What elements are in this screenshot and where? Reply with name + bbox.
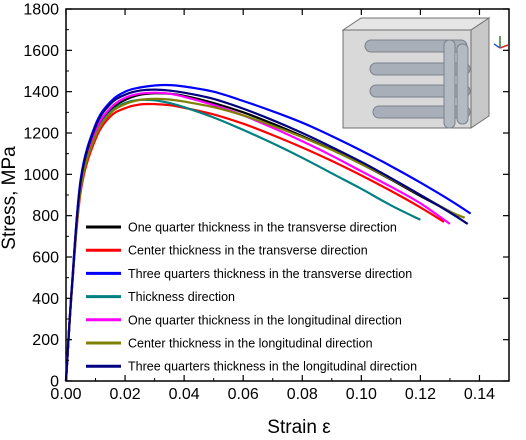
legend-label-3: Three quarters thickness in the transver… xyxy=(128,267,412,281)
y-tick-label: 800 xyxy=(32,208,59,225)
legend-label-5: One quarter thickness in the longitudina… xyxy=(128,313,402,327)
x-tick-label: 0.14 xyxy=(464,386,495,403)
x-tick-label: 0.08 xyxy=(287,386,318,403)
legend-label-6: Center thickness in the longitudinal dir… xyxy=(128,337,373,351)
legend-label-7: Three quarters thickness in the longitud… xyxy=(128,360,417,374)
y-tick-label: 1000 xyxy=(23,167,59,184)
y-tick-label: 1200 xyxy=(23,126,59,143)
x-tick-label: 0.06 xyxy=(228,386,259,403)
y-tick-label: 0 xyxy=(50,374,59,391)
y-tick-label: 1800 xyxy=(23,2,59,19)
legend: One quarter thickness in the transverse … xyxy=(86,221,417,374)
series-line-7 xyxy=(64,88,469,382)
x-tick-label: 0.00 xyxy=(50,386,81,403)
x-tick-label: 0.02 xyxy=(109,386,140,403)
y-tick-label: 1400 xyxy=(23,84,59,101)
inset-block-top-face xyxy=(341,17,491,31)
y-tick-label: 200 xyxy=(32,332,59,349)
series-line-5 xyxy=(64,91,451,382)
legend-label-4: Thickness direction xyxy=(128,290,235,304)
y-axis-title: Stress, MPa xyxy=(0,146,20,250)
x-tick-label: 0.04 xyxy=(169,386,200,403)
specimen-inset-figure xyxy=(341,17,509,129)
y-tick-label: 600 xyxy=(32,250,59,267)
y-tick-label: 400 xyxy=(32,291,59,308)
inset-vertical-specimen-2 xyxy=(456,43,469,125)
legend-label-2: Center thickness in the transverse direc… xyxy=(128,244,368,258)
axis-triad-icon xyxy=(493,36,509,49)
inset-block-side-face xyxy=(470,17,490,129)
legend-label-1: One quarter thickness in the transverse … xyxy=(128,221,397,235)
x-axis-title: Strain ε xyxy=(267,417,331,438)
inset-vertical-specimen-1 xyxy=(443,39,456,129)
x-tick-label: 0.12 xyxy=(405,386,436,403)
y-tick-label: 1600 xyxy=(23,43,59,60)
x-tick-label: 0.10 xyxy=(346,386,377,403)
